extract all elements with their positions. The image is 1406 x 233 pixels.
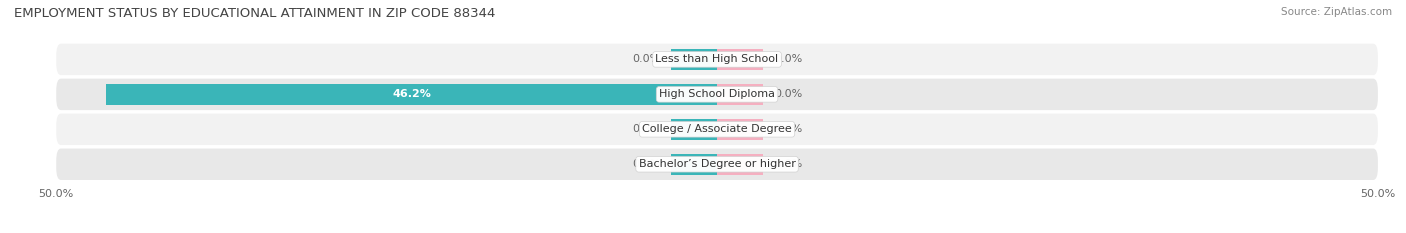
Text: 0.0%: 0.0% bbox=[773, 159, 803, 169]
FancyBboxPatch shape bbox=[56, 79, 1378, 110]
Text: 0.0%: 0.0% bbox=[773, 124, 803, 134]
Text: 46.2%: 46.2% bbox=[392, 89, 432, 99]
Text: 0.0%: 0.0% bbox=[773, 55, 803, 64]
Bar bbox=[717, 84, 763, 105]
Text: 0.0%: 0.0% bbox=[773, 89, 803, 99]
Text: College / Associate Degree: College / Associate Degree bbox=[643, 124, 792, 134]
Text: 0.0%: 0.0% bbox=[631, 159, 661, 169]
Text: Less than High School: Less than High School bbox=[655, 55, 779, 64]
Text: Bachelor’s Degree or higher: Bachelor’s Degree or higher bbox=[638, 159, 796, 169]
Text: Source: ZipAtlas.com: Source: ZipAtlas.com bbox=[1281, 7, 1392, 17]
Legend: In Labor Force, Unemployed: In Labor Force, Unemployed bbox=[609, 230, 825, 233]
Bar bbox=[671, 49, 717, 70]
Text: High School Diploma: High School Diploma bbox=[659, 89, 775, 99]
Bar bbox=[717, 49, 763, 70]
FancyBboxPatch shape bbox=[56, 44, 1378, 75]
FancyBboxPatch shape bbox=[56, 114, 1378, 145]
Bar bbox=[717, 119, 763, 140]
Text: 0.0%: 0.0% bbox=[631, 124, 661, 134]
Bar bbox=[107, 84, 717, 105]
FancyBboxPatch shape bbox=[56, 149, 1378, 180]
Text: 0.0%: 0.0% bbox=[631, 55, 661, 64]
Text: EMPLOYMENT STATUS BY EDUCATIONAL ATTAINMENT IN ZIP CODE 88344: EMPLOYMENT STATUS BY EDUCATIONAL ATTAINM… bbox=[14, 7, 495, 20]
Bar bbox=[717, 154, 763, 175]
Bar bbox=[671, 119, 717, 140]
Bar bbox=[671, 154, 717, 175]
